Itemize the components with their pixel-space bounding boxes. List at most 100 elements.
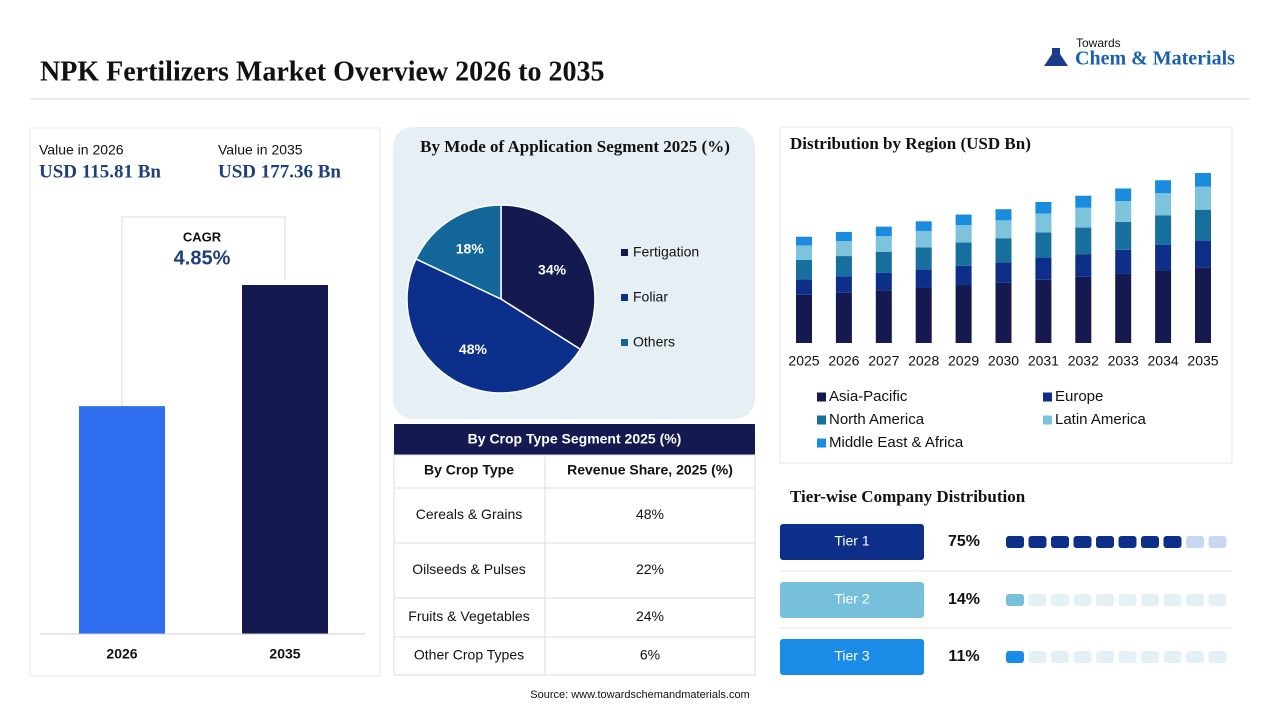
bar-segment: [995, 220, 1012, 239]
bar-segment: [1075, 254, 1092, 277]
source: Source: www.towardschemandmaterials.com: [530, 689, 749, 701]
tier-name: Tier 1: [834, 533, 869, 549]
legend-swatch: [621, 249, 628, 256]
legend-swatch: [621, 294, 628, 301]
empty-cell: [1028, 651, 1047, 663]
bar-segment: [1155, 244, 1172, 271]
empty-cell: [1118, 651, 1137, 663]
legend-label: Latin America: [1055, 411, 1147, 428]
empty-cell: [1208, 536, 1227, 548]
x-tick-label: 2032: [1068, 353, 1099, 369]
bar-segment: [915, 269, 932, 288]
bar-segment: [995, 238, 1012, 263]
x-tick-label: 2030: [988, 353, 1019, 369]
bar-segment: [796, 294, 812, 343]
bar-segment: [995, 282, 1012, 343]
tier-title: Tier-wise Company Distribution: [790, 487, 1026, 506]
empty-cell: [1096, 651, 1114, 663]
bar-segment: [1115, 249, 1132, 274]
tier-cell: [1073, 536, 1092, 548]
bar-segment: [1155, 180, 1172, 194]
bar-segment: [1115, 188, 1132, 202]
value-caption: Value in 2026: [39, 142, 124, 158]
bar-segment: [1115, 221, 1132, 250]
bar: [79, 406, 165, 634]
cagr-value: 4.85%: [174, 247, 231, 269]
pie-slice: [406, 257, 582, 394]
legend-swatch: [817, 392, 826, 402]
bar-segment: [835, 292, 852, 343]
table-cell: Fruits & Vegetables: [408, 608, 529, 624]
pie-title-box: By Mode of Application Segment 2025 (%): [420, 137, 730, 156]
legend-swatch: [817, 438, 826, 448]
x-tick-label: 2033: [1108, 353, 1139, 369]
table-header: Revenue Share, 2025 (%): [567, 462, 733, 478]
tier-name: Tier 3: [834, 648, 869, 664]
legend-label: Others: [633, 334, 675, 350]
bar-segment: [835, 231, 852, 242]
bar-segment: [955, 214, 972, 226]
value-caption: Value in 2035: [218, 142, 303, 158]
slice-label: 34%: [538, 262, 567, 278]
tier-value: 14%: [948, 591, 980, 608]
tier-cell: [1163, 536, 1182, 548]
bar-segment: [1115, 273, 1132, 343]
empty-cell: [1028, 594, 1047, 606]
bar-segment: [1195, 209, 1211, 241]
slice-label: 18%: [456, 240, 485, 256]
table-cell: 6%: [640, 647, 660, 663]
bar-segment: [796, 245, 812, 260]
empty-cell: [1163, 651, 1182, 663]
table-title-bar: [394, 424, 755, 455]
tier-cell: [1028, 536, 1047, 548]
x-tick-label: 2026: [828, 353, 859, 369]
bar-segment: [796, 259, 812, 280]
bar-segment: [955, 242, 972, 266]
empty-cell: [1208, 651, 1227, 663]
table-header: By Crop Type: [424, 462, 514, 478]
table-frame: [393, 454, 756, 676]
bar-segment: [875, 226, 892, 237]
empty-cell: [1051, 651, 1069, 663]
bar-segment: [1035, 232, 1052, 258]
bar: [242, 285, 328, 634]
empty-cell: [1186, 594, 1204, 606]
table-cell: 24%: [636, 608, 664, 624]
bar-segment: [995, 209, 1012, 221]
empty-cell: [1073, 651, 1092, 663]
logo-main: Chem & Materials: [1075, 48, 1235, 70]
legend-label: Foliar: [633, 289, 668, 305]
x-tick-label: 2027: [868, 353, 899, 369]
table-title: By Crop Type Segment 2025 (%): [468, 431, 682, 447]
bar-segment: [835, 256, 852, 277]
table-cell: Other Crop Types: [414, 647, 524, 663]
bar-segment: [915, 247, 932, 270]
table-cell: 22%: [636, 561, 664, 577]
tier-badge: [780, 582, 924, 618]
bar-segment: [1035, 279, 1052, 343]
x-tick-label: 2026: [106, 646, 137, 662]
legend-label: Middle East & Africa: [829, 434, 964, 451]
tier-badge: [780, 639, 924, 675]
bar-segment: [796, 236, 812, 246]
legend-label: Fertigation: [633, 244, 699, 260]
tier-cell: [1141, 536, 1159, 548]
bar-segment: [915, 287, 932, 343]
bar-segment: [1195, 267, 1211, 343]
slice-label: 48%: [459, 341, 488, 357]
tier-cell: [1096, 536, 1114, 548]
bar-segment: [835, 241, 852, 257]
tier-cell: [1051, 536, 1069, 548]
bar-segment: [1035, 213, 1052, 233]
bar-segment: [875, 251, 892, 273]
bar-segment: [875, 236, 892, 252]
bar-segment: [1195, 173, 1211, 187]
bar-segment: [1035, 201, 1052, 214]
tier-name: Tier 2: [834, 591, 869, 607]
bar-segment: [1075, 227, 1092, 255]
bar-segment: [955, 265, 972, 286]
bar-segment: [955, 225, 972, 243]
value-label: USD 177.36 Bn: [218, 161, 341, 182]
bar-segment: [1115, 201, 1132, 222]
